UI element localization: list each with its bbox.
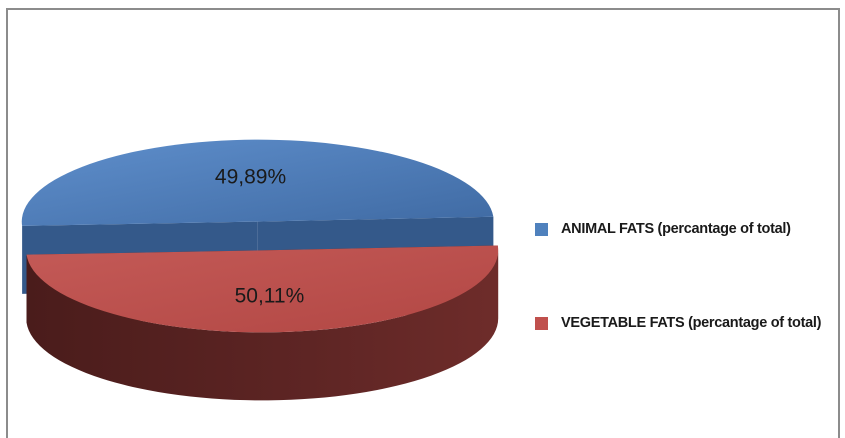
legend-label-animal-fats: ANIMAL FATS (percantage of total) <box>561 221 791 237</box>
legend-item-animal-fats: ANIMAL FATS (percantage of total) <box>535 221 791 237</box>
legend-item-vegetable-fats: VEGETABLE FATS (percantage of total) <box>535 315 821 331</box>
legend-swatch-vegetable-fats <box>535 316 548 330</box>
data-label-animal-fats: 49,89% <box>215 166 286 189</box>
slice-top-animal-fats <box>21 139 494 226</box>
slice-top-vegetable-fats <box>26 245 499 333</box>
data-label-vegetable-fats: 50,11% <box>235 284 305 307</box>
slice-vegetable-fats <box>26 245 499 401</box>
slice-side-vegetable-fats <box>26 250 499 401</box>
legend-swatch-animal-fats <box>535 222 548 236</box>
pie-chart: 49,89% 50,11% <box>21 139 499 401</box>
legend-label-vegetable-fats: VEGETABLE FATS (percantage of total) <box>561 315 822 331</box>
